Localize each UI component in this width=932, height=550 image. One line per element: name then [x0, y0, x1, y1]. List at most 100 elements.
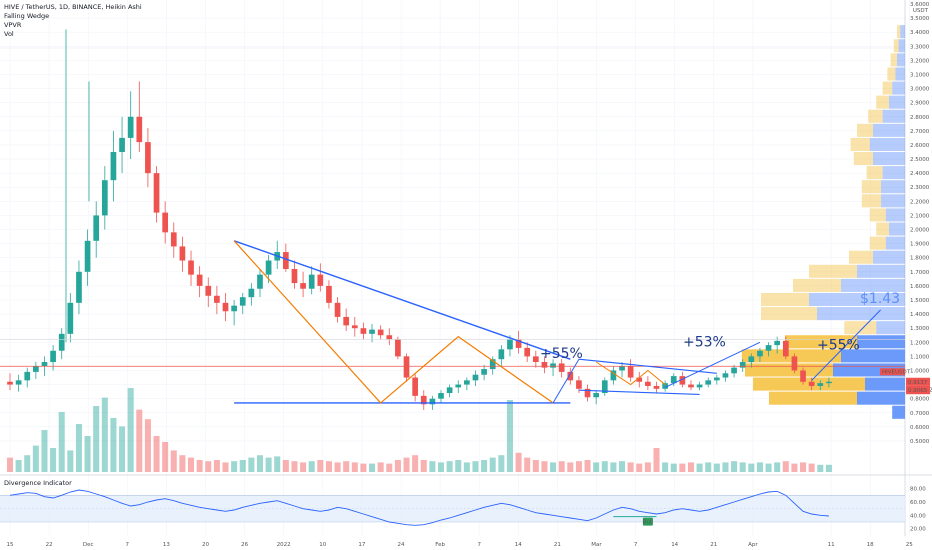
- candle-body: [317, 274, 324, 286]
- indicator-vol[interactable]: Vol: [4, 30, 14, 38]
- y-tick-label: 3.3000: [910, 44, 930, 50]
- candle-body: [326, 285, 332, 303]
- volume-bar: [550, 462, 557, 472]
- profile-row-down: [869, 208, 886, 222]
- x-tick-label: 13: [163, 542, 170, 548]
- y-tick-label: 0.7000: [910, 411, 930, 417]
- y-tick-label: 3.4000: [910, 30, 930, 36]
- y-tick-label: 3.5000: [910, 16, 930, 22]
- flag-upper-line: [578, 358, 717, 374]
- volume-bar: [524, 457, 531, 472]
- y-tick-label: 2.0000: [910, 228, 930, 234]
- candle-body: [136, 116, 143, 143]
- volume-bar: [265, 457, 272, 472]
- profile-row-up: [857, 264, 905, 278]
- volume-bar: [24, 455, 31, 472]
- candle-body: [696, 384, 703, 388]
- profile-row-up: [873, 123, 905, 137]
- symbol-title[interactable]: HIVE / TetherUS, 1D, BINANCE, Heikin Ash…: [4, 3, 142, 11]
- symbol-tag: [880, 368, 905, 376]
- candle-body: [369, 329, 375, 334]
- volume-bar: [170, 450, 177, 472]
- candle-body: [524, 347, 531, 357]
- profile-row-down: [745, 363, 833, 377]
- candle-body: [619, 366, 625, 371]
- profile-row-up: [889, 222, 905, 236]
- profile-row-up: [892, 81, 905, 95]
- y-tick-label: 0.6000: [910, 425, 930, 431]
- profile-row-up: [885, 208, 905, 222]
- volume-bar: [231, 461, 238, 472]
- candle-body: [826, 381, 832, 384]
- volume-bar: [498, 455, 505, 472]
- profile-row-up: [873, 152, 905, 166]
- profile-row-up: [809, 292, 905, 307]
- indicator-falling-wedge[interactable]: Falling Wedge: [4, 12, 50, 20]
- candle-body: [662, 383, 668, 389]
- volume-bar: [472, 461, 479, 472]
- last-price-tag: [906, 377, 930, 386]
- profile-row-down: [868, 109, 883, 123]
- y-tick-label: 3.1000: [910, 72, 930, 78]
- bull-badge-text: Bull: [643, 520, 654, 526]
- profile-row-up: [892, 405, 905, 419]
- profile-row-up: [882, 109, 905, 123]
- volume-bar: [756, 462, 763, 472]
- candle-body: [214, 295, 220, 303]
- y-tick-label: 0.5000: [910, 439, 930, 445]
- x-tick-label: 21: [554, 542, 561, 548]
- profile-row-down: [761, 307, 817, 321]
- candle-body: [257, 274, 263, 289]
- y-tick-label: 2.2000: [910, 199, 930, 205]
- candle-body: [507, 339, 513, 350]
- profile-row-down: [849, 250, 873, 264]
- volume-bar: [636, 463, 643, 472]
- chart-legend: HIVE / TetherUS, 1D, BINANCE, Heikin Ash…: [4, 3, 142, 39]
- volume-profile: [741, 25, 905, 419]
- candle-body: [532, 356, 539, 363]
- volume-bar: [687, 462, 694, 472]
- volume-bar: [144, 419, 151, 472]
- x-tick-label: 15: [7, 542, 14, 548]
- candle-body: [645, 381, 651, 386]
- time-axis[interactable]: 15 22 Dec 7 13 20 26 2022 10 17 24 Feb 7 14 21 Mar 7 14 21…: [7, 542, 914, 548]
- candle-body: [58, 333, 65, 351]
- volume-bar: [679, 463, 686, 472]
- candle-body: [722, 373, 729, 378]
- volume-bar: [369, 463, 376, 472]
- volume-bar: [532, 460, 539, 472]
- x-tick-label: 10: [319, 542, 326, 548]
- y-tick-label: 1.6000: [910, 284, 930, 290]
- candle-body: [127, 116, 134, 138]
- volume-bar: [15, 460, 22, 472]
- y-tick-label: 2.3000: [910, 185, 930, 191]
- oscillator-title[interactable]: Divergence Indicator: [4, 479, 72, 487]
- candle-body: [567, 371, 574, 381]
- volume-bar: [343, 461, 350, 472]
- candle-body: [636, 377, 643, 382]
- candle-body: [110, 152, 117, 181]
- profile-row-down: [887, 67, 896, 81]
- volume-bar: [774, 462, 781, 472]
- indicator-vpvr[interactable]: VPVR: [4, 21, 22, 29]
- volume-bar: [239, 460, 246, 472]
- candle-body: [438, 393, 444, 399]
- volume-bar: [222, 462, 229, 472]
- volume-bar: [446, 461, 453, 472]
- profile-row-down: [741, 349, 841, 363]
- candle-body: [300, 283, 306, 289]
- projection-arrow: [664, 341, 761, 388]
- volume-bar: [386, 463, 393, 472]
- candle-body: [196, 274, 203, 286]
- y-tick-label: 0.8000: [910, 397, 930, 403]
- candle-body: [265, 260, 272, 275]
- candle-body: [627, 366, 634, 378]
- profile-row-up: [898, 39, 905, 53]
- profile-row-down: [785, 335, 857, 349]
- volume-bar: [41, 430, 48, 472]
- mini-zigzag: [595, 361, 666, 386]
- volume-bar: [610, 462, 617, 472]
- candle-body: [601, 380, 608, 394]
